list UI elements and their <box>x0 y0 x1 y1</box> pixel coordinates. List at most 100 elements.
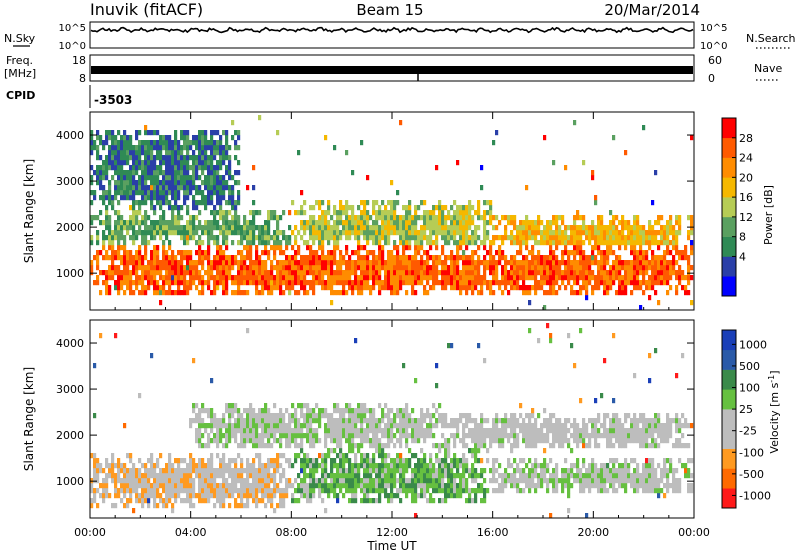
heatmap-cell <box>450 483 454 489</box>
heatmap-cell <box>615 235 619 241</box>
heatmap-cell <box>186 483 190 489</box>
heatmap-cell <box>462 250 466 256</box>
heatmap-cell <box>159 230 163 236</box>
heatmap-cell <box>123 130 127 136</box>
heatmap-cell <box>486 458 490 464</box>
heatmap-cell <box>507 433 511 439</box>
heatmap-cell <box>552 270 556 276</box>
heatmap-cell <box>303 478 307 484</box>
heatmap-cell <box>342 220 346 226</box>
heatmap-cell <box>660 235 664 241</box>
heatmap-cell <box>105 270 109 276</box>
heatmap-cell <box>117 458 121 464</box>
heatmap-cell <box>540 220 544 226</box>
heatmap-cell <box>513 260 517 266</box>
heatmap-cell <box>510 423 514 429</box>
heatmap-cell <box>153 255 157 261</box>
heatmap-cell <box>651 275 655 281</box>
heatmap-cell <box>363 215 367 221</box>
heatmap-cell <box>102 200 106 206</box>
heatmap-cell <box>351 488 355 494</box>
heatmap-cell <box>315 235 319 241</box>
heatmap-cell <box>258 443 262 449</box>
heatmap-cell <box>99 463 103 469</box>
heatmap-cell <box>246 423 250 429</box>
heatmap-cell <box>411 453 415 459</box>
heatmap-cell <box>354 468 358 474</box>
heatmap-cell <box>195 275 199 281</box>
heatmap-cell <box>552 280 556 286</box>
heatmap-cell <box>510 275 514 281</box>
heatmap-cell <box>165 150 169 156</box>
heatmap-cell <box>393 270 397 276</box>
heatmap-cell <box>222 225 226 231</box>
heatmap-cell <box>249 255 253 261</box>
heatmap-cell <box>651 225 655 231</box>
heatmap-cell <box>372 458 376 464</box>
heatmap-cell <box>309 245 313 251</box>
heatmap-cell <box>321 230 325 236</box>
heatmap-cell <box>99 195 103 201</box>
heatmap-cell <box>138 393 142 399</box>
heatmap-cell <box>612 135 616 141</box>
heatmap-cell <box>321 250 325 256</box>
heatmap-cell <box>600 240 604 246</box>
heatmap-cell <box>219 230 223 236</box>
heatmap-cell <box>177 155 181 161</box>
heatmap-cell <box>117 180 121 186</box>
heatmap-cell <box>606 280 610 286</box>
heatmap-cell <box>327 255 331 261</box>
heatmap-cell <box>522 255 526 261</box>
heatmap-cell <box>564 250 568 256</box>
heatmap-cell <box>222 285 226 291</box>
heatmap-cell <box>255 260 259 266</box>
heatmap-cell <box>573 120 577 126</box>
heatmap-cell <box>114 225 118 231</box>
heatmap-cell <box>369 488 373 494</box>
heatmap-cell <box>261 468 265 474</box>
heatmap-cell <box>288 225 292 231</box>
heatmap-cell <box>93 473 97 479</box>
heatmap-cell <box>429 473 433 479</box>
heatmap-cell <box>168 205 172 211</box>
heatmap-cell <box>153 290 157 296</box>
heatmap-cell <box>483 270 487 276</box>
heatmap-cell <box>192 468 196 474</box>
heatmap-cell <box>174 260 178 266</box>
heatmap-cell <box>237 230 241 236</box>
heatmap-cell <box>93 453 97 459</box>
heatmap-cell <box>360 488 364 494</box>
heatmap-cell <box>495 428 499 434</box>
heatmap-cell <box>168 150 172 156</box>
heatmap-cell <box>399 275 403 281</box>
heatmap-cell <box>396 458 400 464</box>
heatmap-cell <box>324 473 328 479</box>
heatmap-cell <box>333 250 337 256</box>
colorbar-tick-label: 8 <box>739 231 746 244</box>
heatmap-cell <box>294 275 298 281</box>
heatmap-cell <box>459 463 463 469</box>
heatmap-cell <box>153 220 157 226</box>
heatmap-cell <box>117 185 121 191</box>
heatmap-cell <box>312 473 316 479</box>
heatmap-cell <box>372 443 376 449</box>
heatmap-cell <box>189 255 193 261</box>
heatmap-cell <box>330 255 334 261</box>
heatmap-cell <box>180 145 184 151</box>
heatmap-cell <box>282 275 286 281</box>
heatmap-cell <box>207 408 211 414</box>
heatmap-cell <box>591 275 595 281</box>
heatmap-cell <box>216 185 220 191</box>
heatmap-cell <box>591 235 595 241</box>
heatmap-cell <box>504 260 508 266</box>
heatmap-cell <box>177 145 181 151</box>
heatmap-cell <box>111 165 115 171</box>
heatmap-cell <box>435 383 439 389</box>
heatmap-cell <box>429 215 433 221</box>
heatmap-cell <box>585 235 589 241</box>
heatmap-cell <box>210 175 214 181</box>
heatmap-cell <box>516 433 520 439</box>
heatmap-cell <box>666 260 670 266</box>
heatmap-cell <box>330 275 334 281</box>
heatmap-cell <box>300 205 304 211</box>
